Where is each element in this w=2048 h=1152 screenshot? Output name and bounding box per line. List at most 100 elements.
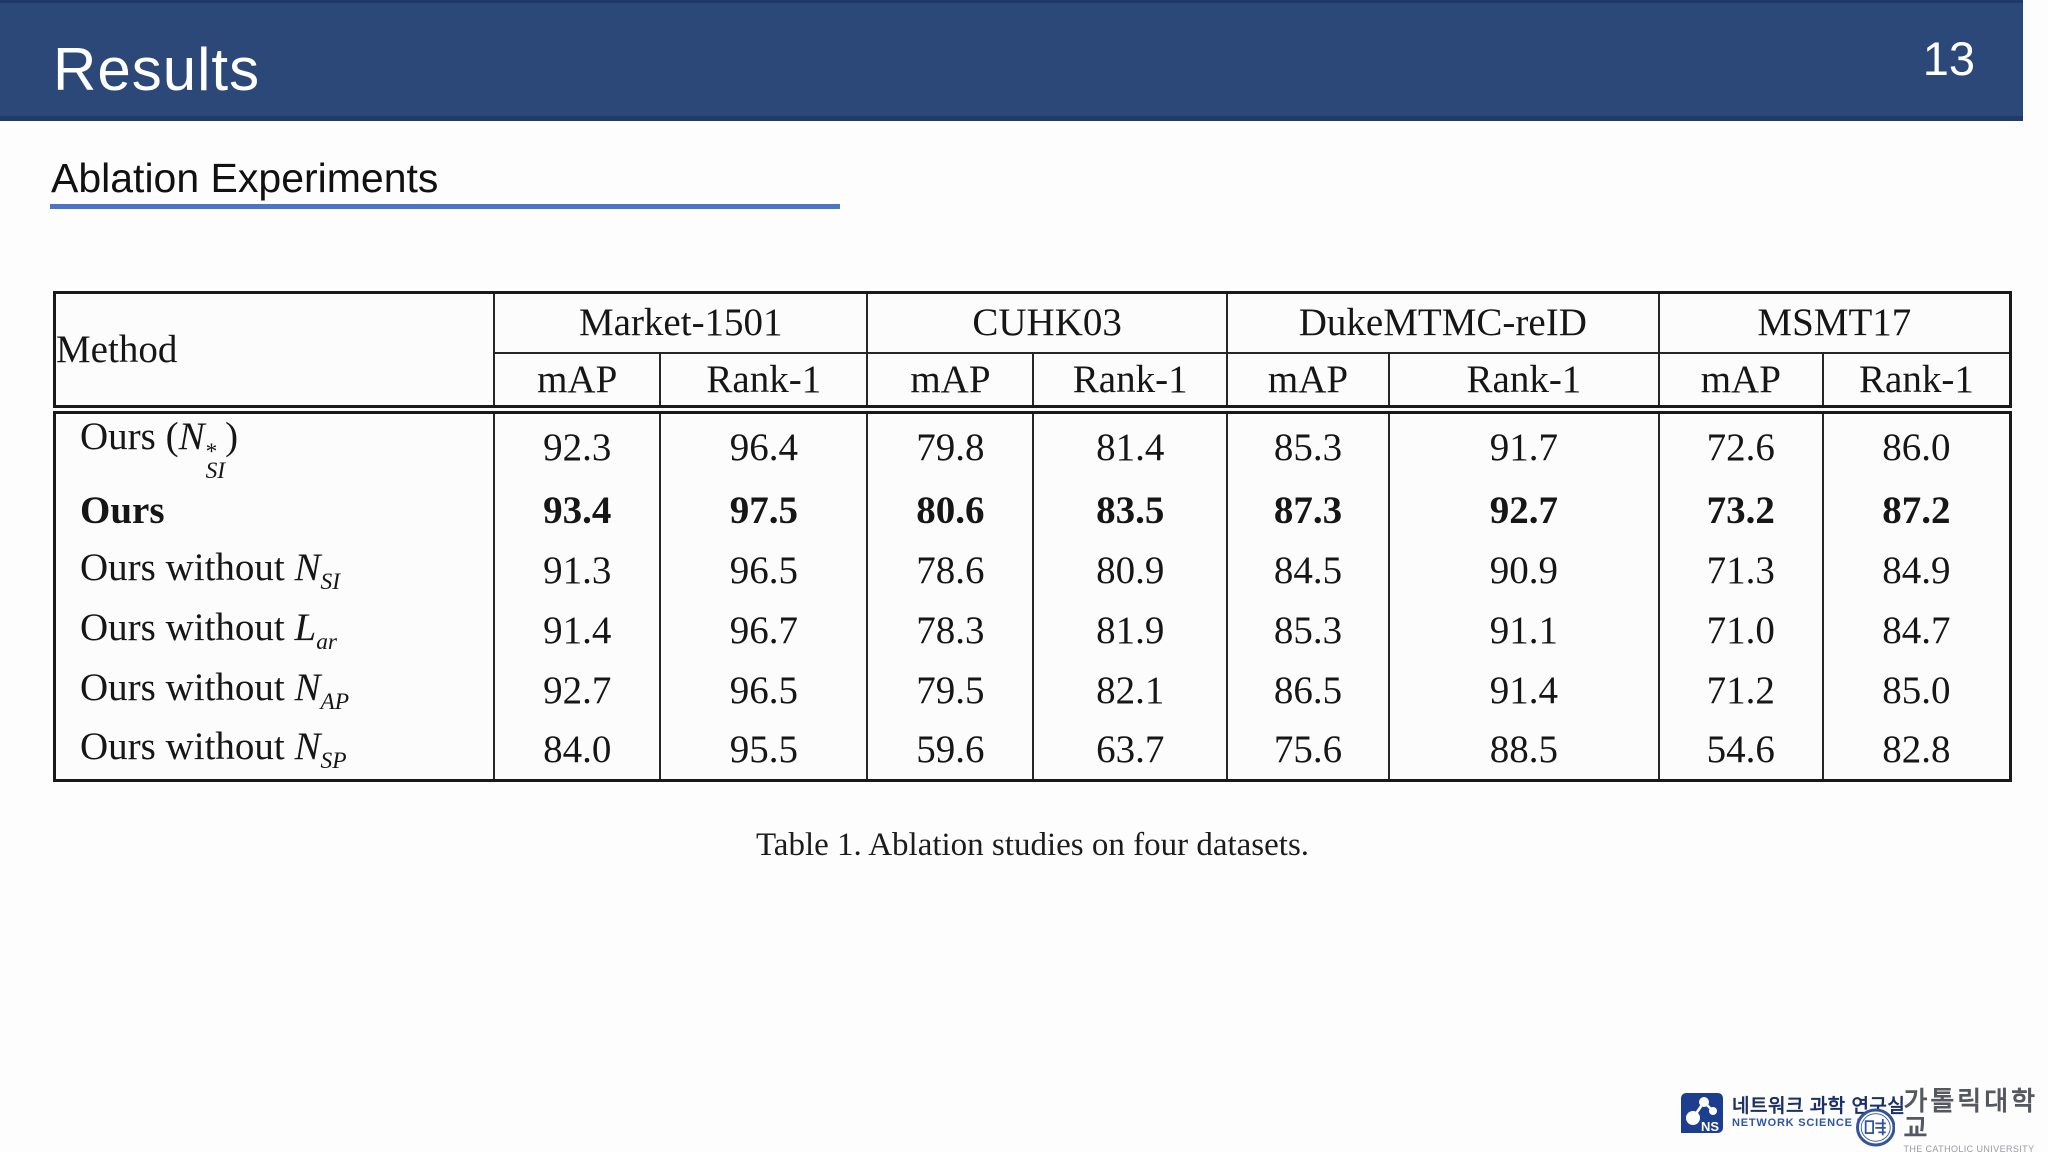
column-header-map: mAP bbox=[1657, 352, 1823, 414]
metric-value: 90.9 bbox=[1388, 540, 1659, 601]
metric-value: 59.6 bbox=[866, 720, 1034, 781]
metric-value: 91.1 bbox=[1388, 600, 1659, 661]
metric-value: 80.9 bbox=[1032, 540, 1227, 601]
metric-value: 86.5 bbox=[1225, 660, 1390, 721]
metric-value: 84.9 bbox=[1821, 540, 2011, 601]
math-supsub: * SI bbox=[205, 438, 226, 481]
method-label: Ours without Lar bbox=[54, 600, 496, 661]
metric-value: 87.2 bbox=[1821, 480, 2011, 541]
metric-value: 96.4 bbox=[659, 409, 868, 481]
metric-value: 91.4 bbox=[493, 600, 661, 661]
section-underline bbox=[50, 204, 840, 209]
column-group-msmt17: MSMT17 bbox=[1657, 292, 2011, 354]
title-bar: Results 13 bbox=[0, 0, 2023, 121]
metric-value: 81.4 bbox=[1032, 409, 1227, 481]
table-group-header-row: Method Market-1501 CUHK03 DukeMTMC-reID … bbox=[54, 292, 2011, 414]
metric-value: 71.0 bbox=[1657, 600, 1823, 661]
metric-value: 85.0 bbox=[1821, 660, 2011, 721]
column-group-dukemtmc: DukeMTMC-reID bbox=[1225, 292, 1659, 354]
metric-value: 86.0 bbox=[1821, 409, 2011, 481]
table-row-best: Ours 93.4 97.5 80.6 83.5 87.3 92.7 73.2 … bbox=[54, 480, 2011, 541]
column-header-rank1: Rank-1 bbox=[1032, 352, 1227, 414]
metric-value: 96.7 bbox=[659, 600, 868, 661]
math-symbol: N bbox=[294, 725, 321, 769]
metric-value: 71.3 bbox=[1657, 540, 1823, 601]
metric-value: 95.5 bbox=[659, 720, 868, 781]
metric-value: 91.3 bbox=[493, 540, 661, 601]
metric-value: 63.7 bbox=[1032, 720, 1227, 781]
math-symbol: N bbox=[294, 545, 321, 589]
metric-value: 88.5 bbox=[1388, 720, 1659, 781]
metric-value: 81.9 bbox=[1032, 600, 1227, 661]
metric-value: 78.6 bbox=[866, 540, 1034, 601]
method-label: Ours without NSP bbox=[54, 720, 496, 781]
university-text: 가톨릭대학교 THE CATHOLIC UNIVERSITY OF KOREA bbox=[1903, 1086, 2040, 1152]
table-row: Ours without NAP 92.7 96.5 79.5 82.1 86.… bbox=[54, 660, 2011, 721]
metric-value: 91.7 bbox=[1388, 409, 1659, 481]
metric-value: 85.3 bbox=[1225, 600, 1390, 661]
column-header-map: mAP bbox=[866, 352, 1034, 414]
university-korean-name: 가톨릭대학교 bbox=[1903, 1086, 2039, 1144]
svg-text:NS: NS bbox=[1701, 1119, 1719, 1134]
math-symbol: N bbox=[178, 415, 205, 458]
metric-value: 83.5 bbox=[1032, 480, 1227, 541]
metric-value: 97.5 bbox=[659, 480, 868, 541]
metric-value: 92.7 bbox=[493, 660, 661, 721]
column-header-rank1: Rank-1 bbox=[659, 352, 868, 414]
metric-value: 85.3 bbox=[1225, 409, 1390, 481]
metric-value: 84.0 bbox=[493, 720, 661, 781]
metric-value: 92.3 bbox=[493, 409, 661, 481]
ns-lab-icon: NS bbox=[1681, 1093, 1723, 1134]
metric-value: 91.4 bbox=[1388, 660, 1659, 721]
table-row: Ours (N * SI) 92.3 96.4 79.8 81.4 85.3 91.… bbox=[54, 409, 2011, 481]
column-header-map: mAP bbox=[1225, 352, 1390, 414]
metric-value: 92.7 bbox=[1388, 480, 1659, 541]
math-symbol: N bbox=[294, 665, 321, 709]
university-emblem-icon bbox=[1856, 1108, 1896, 1147]
ns-lab-text: 네트워크 과학 연구실 NETWORK SCIENCE LAB bbox=[1732, 1095, 1906, 1130]
column-header-rank1: Rank-1 bbox=[1388, 352, 1659, 414]
results-table-container: Method Market-1501 CUHK03 DukeMTMC-reID … bbox=[53, 291, 2012, 782]
column-header-method: Method bbox=[54, 292, 496, 414]
table-row: Ours without NSP 84.0 95.5 59.6 63.7 75.… bbox=[54, 720, 2011, 781]
metric-value: 96.5 bbox=[659, 540, 868, 601]
table-caption: Table 1. Ablation studies on four datase… bbox=[755, 827, 1310, 863]
metric-value: 82.8 bbox=[1821, 720, 2011, 781]
method-label: Ours without NAP bbox=[54, 660, 496, 721]
metric-value: 75.6 bbox=[1225, 720, 1390, 781]
method-label: Ours bbox=[54, 480, 496, 541]
table-metric-header-row: mAP Rank-1 mAP Rank-1 mAP Rank-1 mAP Ran… bbox=[55, 352, 2011, 414]
page-title: Results bbox=[53, 36, 261, 103]
column-group-market1501: Market-1501 bbox=[493, 292, 868, 354]
math-symbol: L bbox=[294, 605, 317, 649]
section-subtitle: Ablation Experiments bbox=[51, 155, 439, 201]
footer-logos: NS 네트워크 과학 연구실 NETWORK SCIENCE LAB 가톨릭대학… bbox=[1680, 1087, 2040, 1152]
column-header-rank1: Rank-1 bbox=[1821, 352, 2011, 414]
metric-value: 82.1 bbox=[1032, 660, 1227, 721]
metric-value: 54.6 bbox=[1657, 720, 1823, 781]
ns-lab-korean-name: 네트워크 과학 연구실 bbox=[1732, 1095, 1906, 1117]
metric-value: 79.5 bbox=[866, 660, 1034, 721]
metric-value: 93.4 bbox=[493, 480, 661, 541]
method-label: Ours (N * SI) bbox=[54, 409, 496, 481]
ablation-table: Method Market-1501 CUHK03 DukeMTMC-reID … bbox=[53, 291, 2012, 782]
table-row: Ours without Lar 91.4 96.7 78.3 81.9 85.… bbox=[54, 600, 2011, 661]
network-science-lab-logo: NS 네트워크 과학 연구실 NETWORK SCIENCE LAB bbox=[1680, 1092, 1905, 1135]
table-row: Ours without NSI 91.3 96.5 78.6 80.9 84.… bbox=[54, 540, 2011, 601]
column-header-map: mAP bbox=[493, 352, 661, 414]
metric-value: 73.2 bbox=[1657, 480, 1823, 541]
university-english-name: THE CATHOLIC UNIVERSITY OF KOREA bbox=[1903, 1143, 2035, 1152]
metric-value: 79.8 bbox=[866, 409, 1034, 481]
metric-value: 96.5 bbox=[659, 660, 868, 721]
metric-value: 84.5 bbox=[1225, 540, 1390, 601]
column-group-cuhk03: CUHK03 bbox=[866, 292, 1227, 354]
catholic-university-logo: 가톨릭대학교 THE CATHOLIC UNIVERSITY OF KOREA bbox=[1856, 1086, 2040, 1152]
metric-value: 71.2 bbox=[1657, 660, 1823, 721]
metric-value: 87.3 bbox=[1225, 480, 1390, 541]
metric-value: 84.7 bbox=[1821, 600, 2011, 661]
method-label: Ours without NSI bbox=[54, 540, 496, 601]
ns-lab-english-name: NETWORK SCIENCE LAB bbox=[1732, 1116, 1882, 1129]
metric-value: 80.6 bbox=[866, 480, 1034, 541]
metric-value: 72.6 bbox=[1657, 409, 1823, 481]
